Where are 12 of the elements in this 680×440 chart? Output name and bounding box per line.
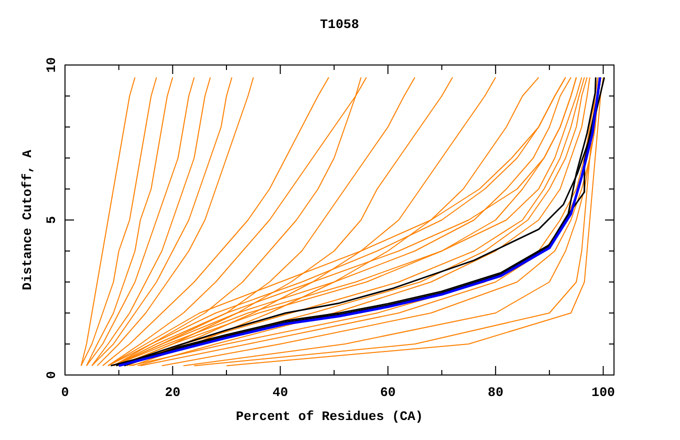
y-tick-label: 10 xyxy=(44,57,59,73)
x-tick-label: 100 xyxy=(592,385,616,400)
x-axis-title: Percent of Residues (CA) xyxy=(236,409,424,424)
x-tick-label: 0 xyxy=(61,385,70,400)
x-tick-label: 40 xyxy=(272,385,288,400)
x-tick-label: 80 xyxy=(488,385,504,400)
y-tick-label: 5 xyxy=(44,216,59,224)
y-tick-label: 0 xyxy=(44,370,59,379)
x-tick-label: 60 xyxy=(380,385,396,400)
y-axis-title: Distance Cutoff, A xyxy=(20,150,35,290)
x-tick-label: 20 xyxy=(164,385,181,400)
chart-title: T1058 xyxy=(320,17,360,32)
